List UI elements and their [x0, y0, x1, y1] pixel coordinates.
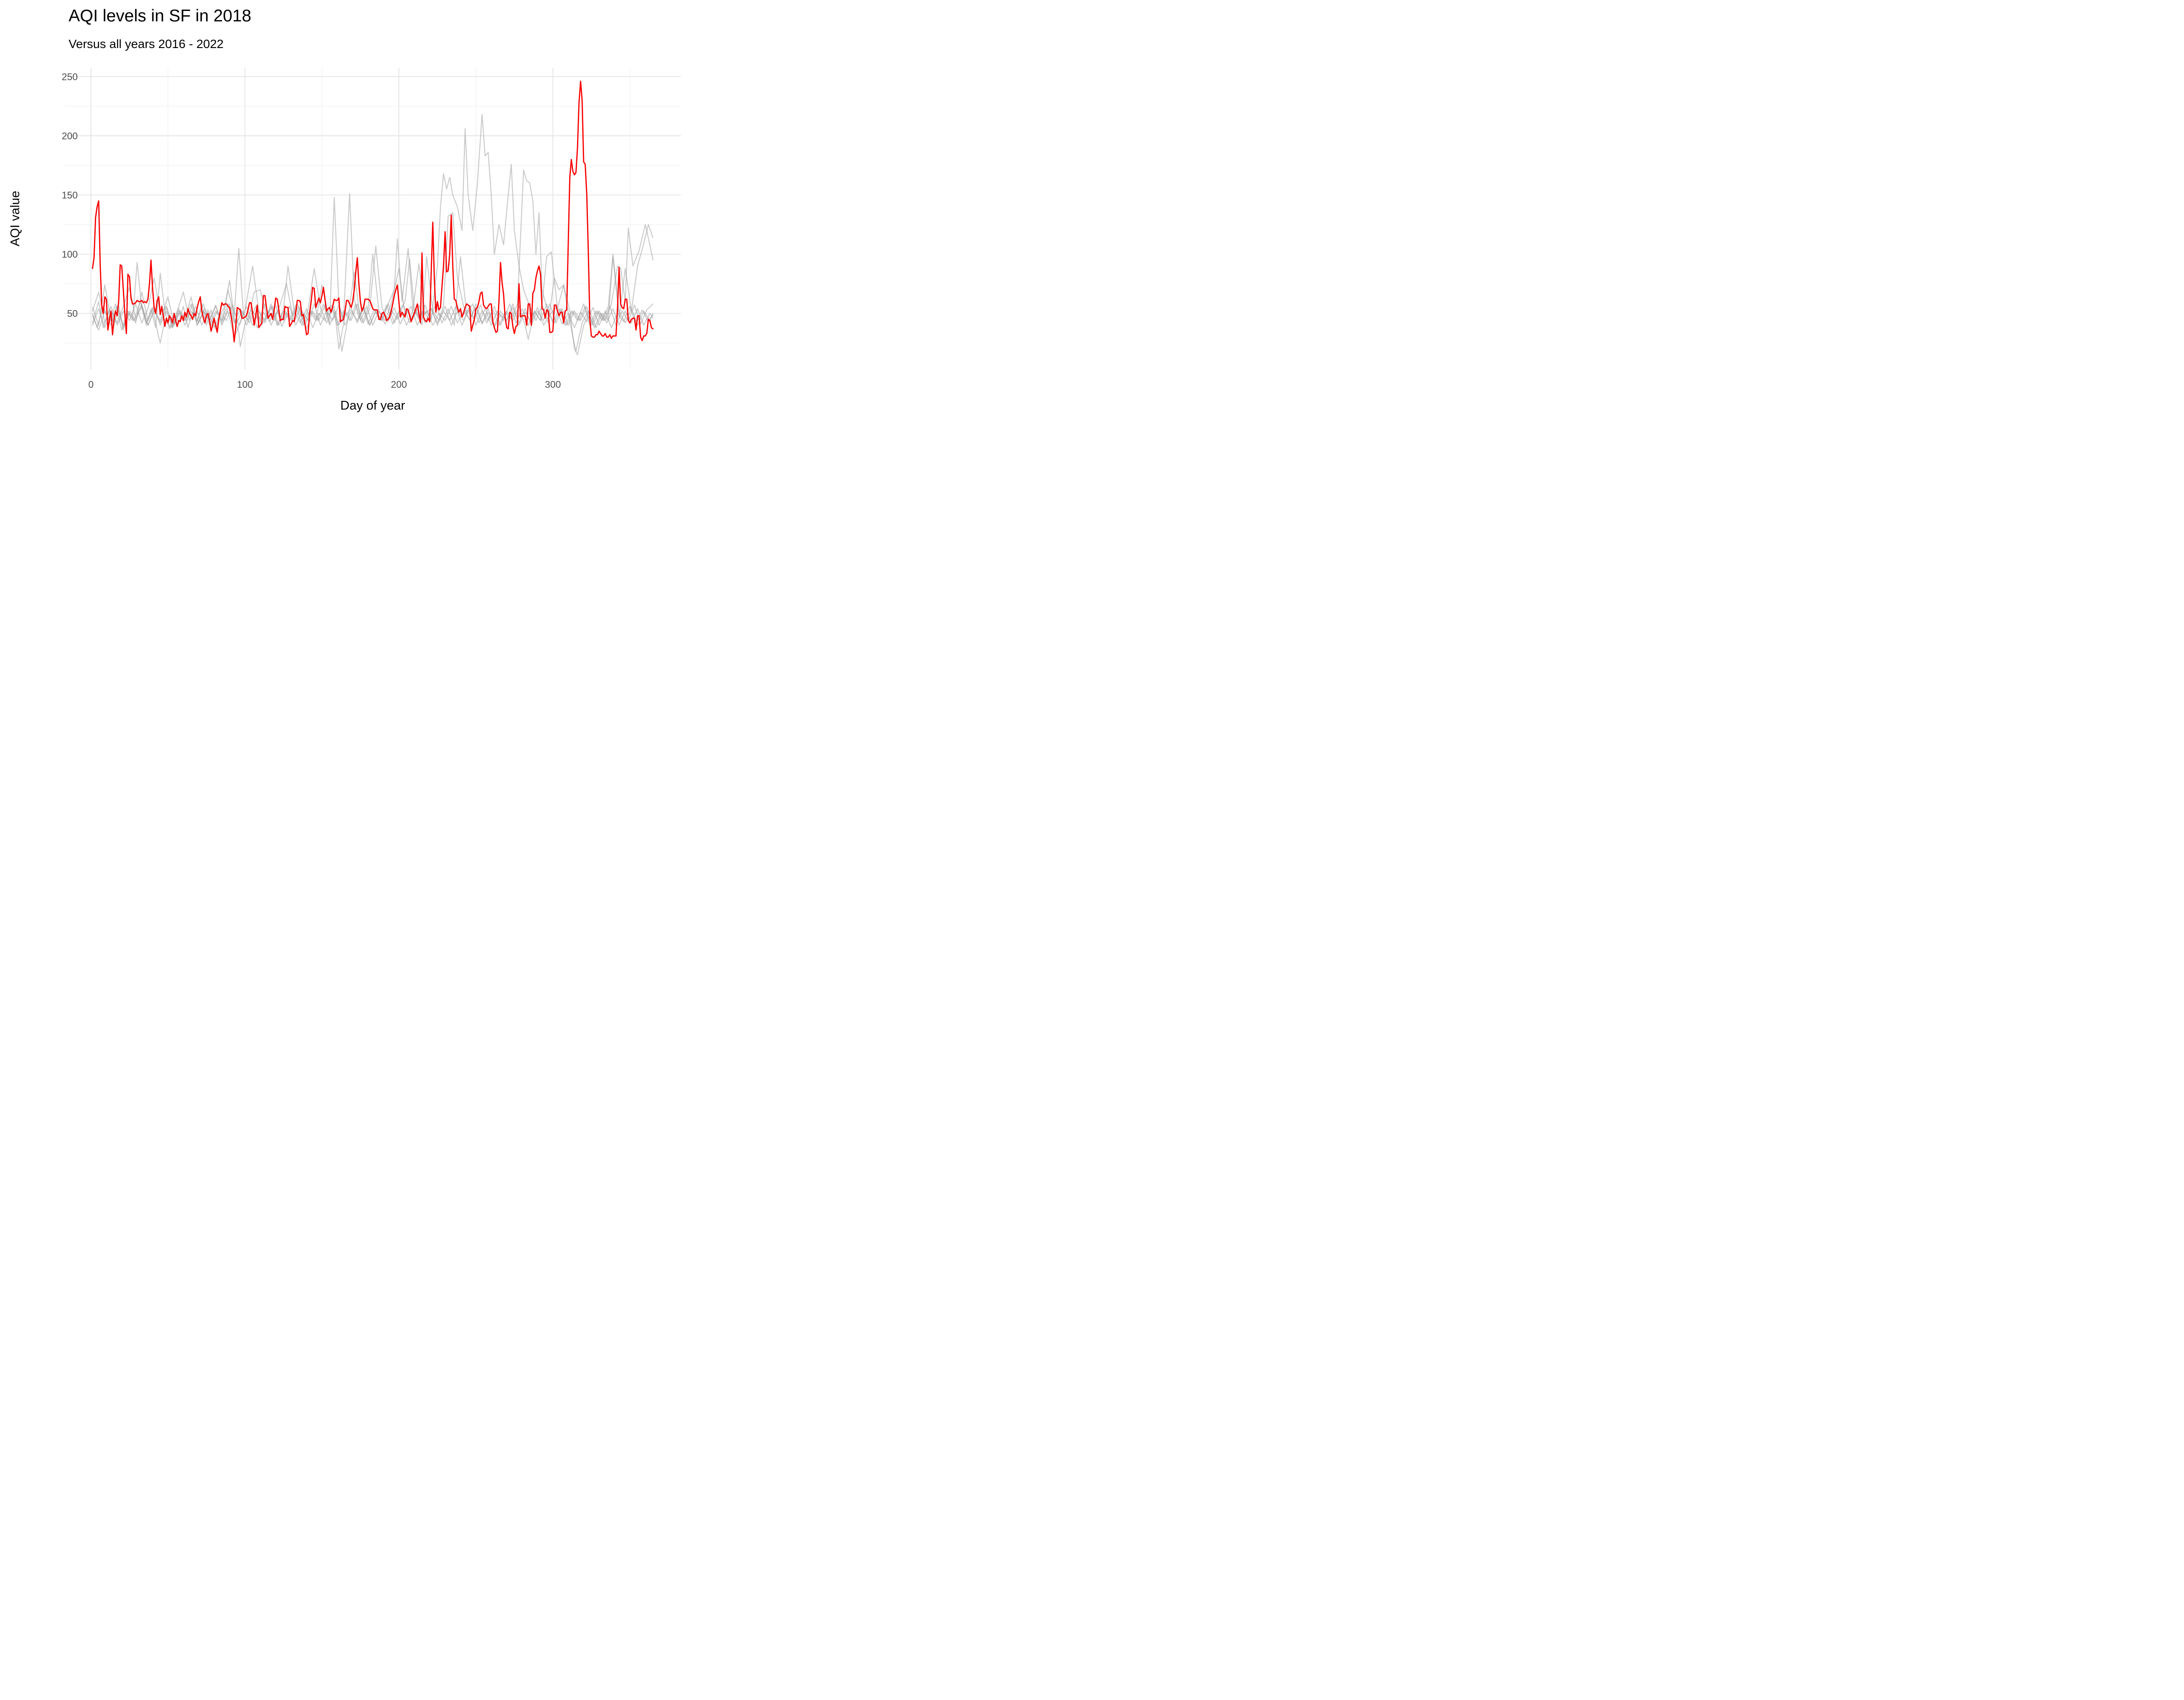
chart-title: AQI levels in SF in 2018 — [69, 7, 252, 25]
aqi-chart-figure: AQI levels in SF in 2018 Versus all year… — [0, 0, 688, 425]
y-tick-label: 100 — [62, 249, 78, 260]
y-axis-title: AQI value — [8, 191, 22, 246]
chart-subtitle: Versus all years 2016 - 2022 — [69, 37, 224, 51]
x-tick-label: 200 — [391, 379, 407, 390]
series-line-2018-highlight — [92, 80, 654, 343]
series-line-2021 — [92, 212, 653, 350]
y-tick-label: 250 — [62, 71, 78, 82]
y-tick-label: 200 — [62, 131, 78, 141]
series-line-2020 — [92, 114, 653, 352]
series-line-2019 — [92, 251, 653, 355]
x-tick-label: 300 — [545, 379, 561, 390]
x-tick-label: 0 — [88, 379, 93, 390]
y-tick-label: 50 — [67, 308, 78, 319]
aqi-line-chart: 50 100 150 200 250 0 100 200 300 Day of year AQI v… — [8, 68, 681, 413]
series-line-2022 — [92, 224, 653, 352]
y-tick-label: 150 — [62, 190, 78, 201]
x-tick-label: 100 — [237, 379, 253, 390]
x-axis-title: Day of year — [340, 399, 405, 413]
